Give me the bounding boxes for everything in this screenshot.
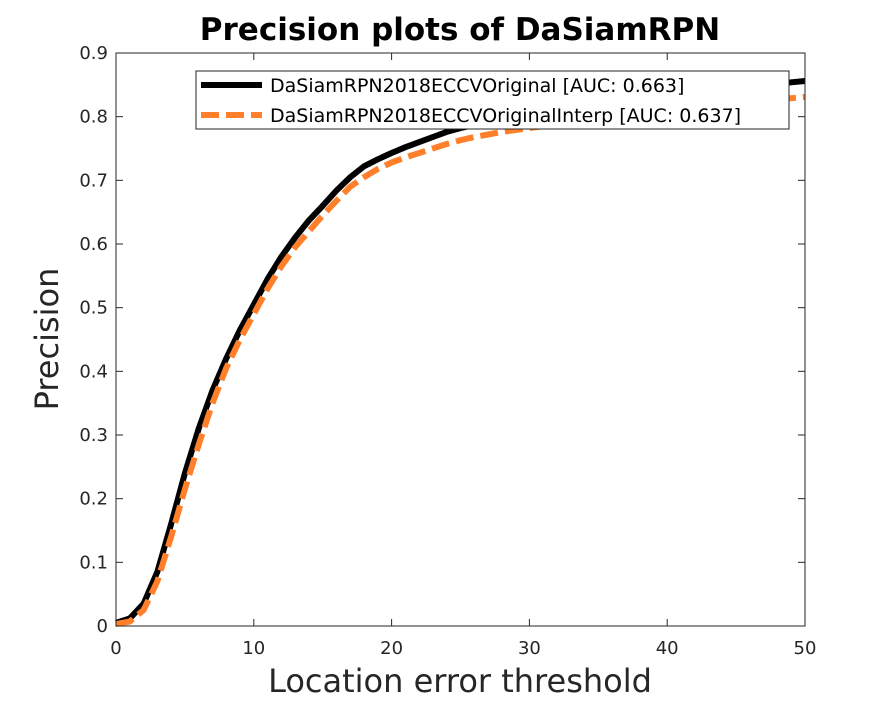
chart-title: Precision plots of DaSiamRPN	[200, 12, 720, 48]
y-tick-label: 0.6	[79, 234, 108, 255]
y-axis-label: Precision	[28, 268, 66, 411]
legend-label-original: DaSiamRPN2018ECCVOriginal [AUC: 0.663]	[270, 75, 684, 97]
axes-box	[115, 52, 806, 627]
x-tick-label: 20	[380, 638, 403, 659]
y-tick-label: 0.9	[79, 43, 108, 64]
y-tick-label: 0.5	[79, 298, 108, 319]
x-tick-label: 30	[518, 638, 541, 659]
x-tick-label: 50	[794, 638, 817, 659]
x-axis-label: Location error threshold	[268, 662, 652, 700]
y-tick-label: 0	[97, 616, 108, 637]
axis-ticks: 0 10 20 30 40 50 0 0.1 0.2 0.3 0.4 0.5 0.6 0.7 0.8 0.9	[79, 43, 816, 659]
y-tick-label: 0.1	[79, 552, 108, 573]
legend: DaSiamRPN2018ECCVOriginal [AUC: 0.663] D…	[195, 70, 790, 130]
x-tick-label: 10	[242, 638, 265, 659]
x-tick-label: 40	[656, 638, 679, 659]
y-tick-label: 0.8	[79, 107, 108, 128]
legend-box	[195, 70, 790, 130]
y-tick-label: 0.2	[79, 489, 108, 510]
plot-area	[116, 53, 805, 626]
x-tick-label: 0	[110, 638, 121, 659]
y-tick-label: 0.3	[79, 425, 108, 446]
legend-label-interp: DaSiamRPN2018ECCVOriginalInterp [AUC: 0.…	[270, 105, 741, 127]
y-tick-label: 0.7	[79, 170, 108, 191]
y-tick-label: 0.4	[79, 361, 108, 382]
